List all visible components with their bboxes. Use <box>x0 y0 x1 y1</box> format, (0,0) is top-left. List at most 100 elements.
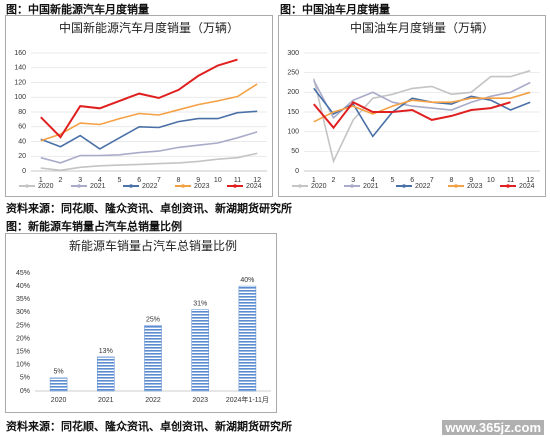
x-tick-label: 8 <box>450 177 454 184</box>
legend-label: 2023 <box>194 183 210 190</box>
legend-label: 2023 <box>467 183 483 190</box>
legend-label: 2020 <box>311 183 327 190</box>
legend-marker <box>402 184 406 188</box>
y-tick-label: 45% <box>16 270 30 277</box>
legend-label: 2021 <box>90 183 106 190</box>
x-tick-label: 12 <box>526 177 534 184</box>
y-tick-label: 160 <box>14 50 26 57</box>
legend-marker <box>181 184 185 188</box>
y-tick-label: 140 <box>14 65 26 72</box>
line <box>40 131 258 164</box>
x-tick-label: 5 <box>118 177 122 184</box>
watermark: www.365jz.com <box>442 420 544 435</box>
legend-label: 2024 <box>519 183 535 190</box>
source: 资料来源：同花顺、隆众资讯、卓创资讯、新湖期货研究所 <box>6 421 292 433</box>
x-tick-label: 8 <box>177 177 181 184</box>
x-tick-label: 10 <box>487 177 495 184</box>
bar <box>238 285 257 392</box>
bar <box>49 377 68 392</box>
y-tick-label: 0 <box>295 168 299 175</box>
x-tick-label: 9 <box>196 177 200 184</box>
x-tick-label: 4 <box>371 177 375 184</box>
y-tick-label: 300 <box>287 50 299 57</box>
x-tick-label: 4 <box>98 177 102 184</box>
y-tick-label: 35% <box>16 296 30 303</box>
y-tick-label: 40 <box>18 138 26 145</box>
line <box>40 110 258 150</box>
x-tick-label: 11 <box>234 177 241 184</box>
bar <box>97 356 115 392</box>
x-tick-label: 2 <box>59 177 63 184</box>
x-tick-label: 1 <box>39 177 43 184</box>
value-label: 5% <box>54 369 64 376</box>
x-tick-label: 3 <box>78 177 82 184</box>
x-tick-label: 7 <box>430 177 434 184</box>
line <box>40 83 258 142</box>
chart: 新能源车销量占汽车总销量比例 0% 5% 10% 15% 20% 25% 30% 35% 40% 4… <box>5 233 277 413</box>
line <box>313 69 531 164</box>
legend-marker <box>233 184 237 188</box>
line <box>40 58 238 139</box>
source: 资料来源：同花顺、隆众资讯、卓创资讯、新湖期货研究所 <box>6 203 292 215</box>
x-tick-label: 10 <box>214 177 222 184</box>
legend-marker <box>129 184 133 188</box>
legend-label: 2022 <box>415 183 431 190</box>
x-tick-label: 2020 <box>51 397 67 404</box>
legend-marker <box>25 184 29 188</box>
legend-label: 2020 <box>38 183 54 190</box>
x-tick-label: 9 <box>469 177 473 184</box>
y-tick-label: 0% <box>20 388 30 395</box>
y-tick-label: 100 <box>287 129 299 136</box>
frame <box>5 233 277 413</box>
y-tick-label: 100 <box>14 94 26 101</box>
legend-label: 2021 <box>363 183 379 190</box>
y-tick-label: 250 <box>287 70 299 77</box>
x-tick-label: 2024年1-11月 <box>226 395 269 404</box>
chart-title: 新能源车销量占汽车总销量比例 <box>69 238 237 253</box>
legend-marker <box>298 184 302 188</box>
legend-marker <box>506 184 510 188</box>
value-label: 31% <box>193 301 207 308</box>
y-tick-label: 60 <box>18 124 26 131</box>
x-tick-label: 2023 <box>192 397 208 404</box>
bar <box>144 325 162 392</box>
y-tick-label: 20% <box>16 335 30 342</box>
frame <box>278 15 546 197</box>
y-tick-label: 50 <box>291 148 299 155</box>
x-tick-label: 2 <box>332 177 336 184</box>
y-tick-label: 30% <box>16 309 30 316</box>
x-tick-label: 5 <box>391 177 395 184</box>
y-tick-label: 200 <box>287 89 299 96</box>
x-tick-label: 12 <box>253 177 261 184</box>
chart-title: 中国油车月度销量（万辆） <box>350 20 494 35</box>
value-label: 13% <box>99 348 113 355</box>
y-tick-label: 15% <box>16 349 30 356</box>
caption: 图：中国新能源汽车月度销量 <box>6 4 149 16</box>
line <box>313 100 511 130</box>
caption: 图：中国油车月度销量 <box>280 4 390 16</box>
y-tick-label: 0 <box>22 168 26 175</box>
legend-label: 2024 <box>246 183 262 190</box>
y-tick-label: 10% <box>16 362 30 369</box>
x-tick-label: 6 <box>137 177 141 184</box>
y-tick-label: 5% <box>20 375 30 382</box>
chart-title: 中国新能源汽车月度销量（万辆） <box>59 20 239 35</box>
y-tick-label: 150 <box>287 109 299 116</box>
line <box>40 152 258 172</box>
y-tick-label: 120 <box>14 79 26 86</box>
y-tick-label: 20 <box>18 153 26 160</box>
frame <box>5 15 273 197</box>
legend-label: 2022 <box>142 183 158 190</box>
x-tick-label: 11 <box>507 177 514 184</box>
legend-marker <box>77 184 81 188</box>
caption: 图：新能源车销量占汽车总销量比例 <box>6 221 182 233</box>
x-tick-label: 3 <box>351 177 355 184</box>
y-tick-label: 80 <box>18 109 26 116</box>
legend-marker <box>350 184 354 188</box>
value-label: 25% <box>146 316 160 323</box>
y-tick-label: 40% <box>16 283 30 290</box>
x-tick-label: 2022 <box>145 397 161 404</box>
